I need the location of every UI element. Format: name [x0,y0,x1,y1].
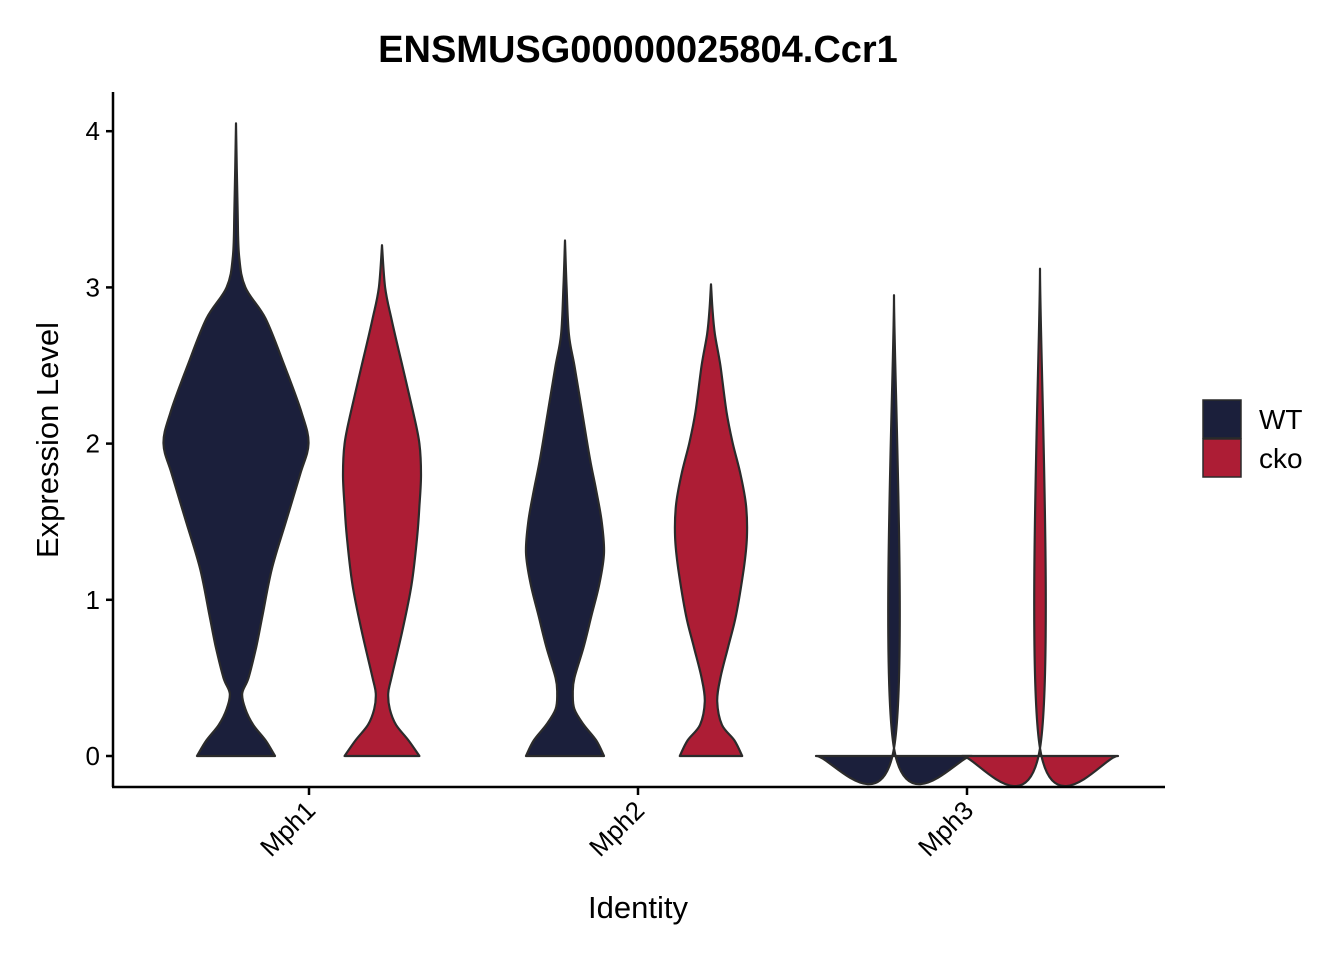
x-axis-title: Identity [588,890,688,925]
x-axis-ticks: Mph1 Mph2 Mph3 [254,787,979,862]
x-tick-label: Mph1 [254,795,321,862]
x-tick-label: Mph2 [583,795,650,862]
y-axis-title: Expression Level [30,322,65,558]
legend-label-cko: cko [1259,443,1303,474]
y-tick-label: 2 [86,429,100,459]
violin-wt-mph1 [162,122,310,758]
y-axis-ticks: 0 1 2 3 4 [86,116,113,771]
violin-cko-mph3 [960,267,1120,788]
y-tick-label: 4 [86,116,100,146]
violin-wt-mph2 [524,239,606,758]
y-tick-label: 1 [86,585,100,615]
violin-cko-mph1 [341,244,423,758]
legend-swatch-cko [1202,438,1242,478]
y-tick-label: 0 [86,741,100,771]
violin-cko-mph2 [673,283,749,758]
plot-area [162,122,1120,788]
legend: WT cko [1202,399,1303,478]
legend-label-wt: WT [1259,404,1303,435]
y-tick-label: 3 [86,272,100,302]
violin-wt-mph3 [814,294,974,786]
chart-title: ENSMUSG00000025804.Ccr1 [378,29,898,71]
x-tick-label: Mph3 [912,795,979,862]
legend-swatch-wt [1202,399,1242,439]
